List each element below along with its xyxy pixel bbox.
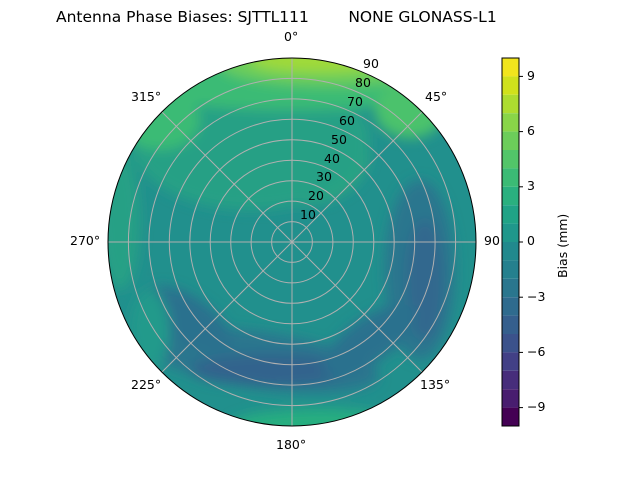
radial-label-70: 70: [347, 94, 363, 109]
radial-label-80: 80: [355, 75, 371, 90]
radial-label-90: 90: [363, 56, 379, 71]
azimuth-label-315: 315°: [131, 89, 162, 104]
azimuth-label-135: 135°: [420, 377, 451, 392]
colorbar-tick-9: 9: [527, 68, 535, 83]
plot-frame: [107, 57, 477, 427]
angular-gridlines: [108, 58, 476, 426]
colorbar-tick-neg3: −3: [527, 289, 546, 304]
azimuth-label-270: 270°: [70, 233, 101, 248]
colorbar-tick-6: 6: [527, 123, 535, 138]
colorbar-tick-3: 3: [527, 178, 535, 193]
radial-label-40: 40: [324, 151, 340, 166]
azimuth-label-45: 45°: [425, 89, 448, 104]
azimuth-label-225: 225°: [131, 377, 162, 392]
colorbar-tick-neg9: −9: [527, 399, 546, 414]
azimuth-label-90: 90: [484, 233, 500, 248]
colorbar-label: Bias (mm): [555, 213, 570, 278]
chart-title: Antenna Phase Biases: SJTTL111 NONE GLON…: [56, 8, 497, 26]
radial-label-60: 60: [339, 113, 355, 128]
colorbar: [501, 57, 523, 427]
radial-label-20: 20: [308, 188, 324, 203]
radial-label-30: 30: [316, 169, 332, 184]
colorbar-tick-0: 0: [527, 233, 535, 248]
azimuth-label-180: 180°: [276, 437, 307, 452]
colorbar-tick-neg6: −6: [527, 344, 546, 359]
radial-label-50: 50: [331, 132, 347, 147]
radial-label-10: 10: [300, 207, 316, 222]
azimuth-label-0: 0°: [284, 29, 299, 44]
